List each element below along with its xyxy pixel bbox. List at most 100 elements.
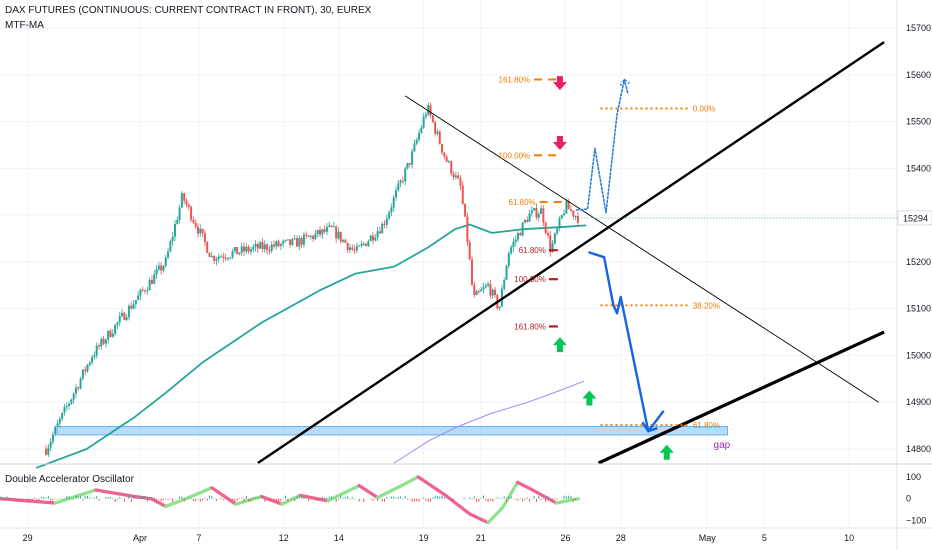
candle — [220, 254, 223, 258]
candle — [526, 216, 529, 224]
candle — [63, 403, 66, 416]
candle — [521, 221, 524, 237]
candle — [164, 254, 167, 268]
candle-body — [291, 239, 294, 245]
candle — [339, 231, 342, 244]
target-level-label: 61.80% — [693, 421, 720, 430]
candle — [86, 363, 89, 374]
fib-lower-label: 100.00% — [514, 275, 546, 284]
candle-body — [146, 290, 149, 292]
candle — [51, 431, 54, 445]
candle-body — [459, 178, 462, 186]
candle — [121, 309, 124, 318]
candle-body — [86, 364, 89, 372]
candle — [247, 244, 250, 254]
up-arrow-icon — [582, 390, 597, 406]
candle-body — [183, 193, 186, 201]
signal-arrows — [552, 76, 674, 460]
trendline-ascending-channel — [257, 41, 885, 464]
time-tick-label: 21 — [476, 533, 486, 543]
candle-body — [268, 249, 271, 251]
candle-body — [348, 247, 351, 251]
support-zone[interactable]: gap — [56, 426, 731, 451]
candle — [47, 444, 50, 458]
candle — [385, 214, 388, 229]
forecast-down-arrowhead — [641, 421, 658, 433]
candle-body — [381, 223, 384, 234]
candle — [323, 225, 326, 234]
candle — [208, 252, 211, 257]
candle-body — [466, 216, 469, 242]
candlesticks[interactable] — [45, 102, 579, 458]
candle — [452, 170, 455, 180]
candle-body — [321, 229, 324, 235]
candle-body — [81, 369, 84, 379]
fib-upper-label: 61.80% — [509, 198, 536, 207]
candle-body — [319, 229, 322, 235]
time-tick-label: Apr — [133, 533, 147, 543]
forecast-paths[interactable] — [575, 78, 665, 433]
candle-body — [217, 256, 220, 260]
candle — [231, 248, 234, 260]
candle-body — [160, 265, 163, 271]
candle — [243, 242, 246, 256]
candle — [93, 351, 96, 360]
candle — [109, 328, 112, 338]
candle-body — [475, 291, 478, 295]
up-arrow-icon — [659, 444, 674, 460]
candle-body — [494, 289, 497, 295]
candle — [494, 287, 497, 298]
candle-body — [272, 244, 275, 247]
candle — [371, 231, 374, 245]
candle — [418, 129, 421, 143]
candle — [498, 306, 501, 311]
candle — [268, 245, 271, 255]
candle — [431, 114, 434, 124]
candle-body — [441, 144, 444, 153]
candle — [406, 162, 409, 170]
candle — [353, 244, 356, 254]
candle-body — [58, 418, 61, 424]
candle-body — [201, 228, 204, 234]
candle — [420, 125, 423, 135]
candle — [277, 239, 280, 247]
candle — [441, 143, 444, 155]
candle-body — [413, 143, 416, 152]
price-tick-label: 14900 — [906, 397, 931, 407]
candle — [176, 216, 179, 225]
candle-body — [208, 252, 211, 257]
candle-body — [259, 242, 262, 249]
candle — [459, 175, 462, 190]
candle — [454, 171, 457, 180]
candle-body — [302, 234, 305, 245]
candle — [224, 253, 227, 261]
candle — [461, 181, 464, 206]
candle-body — [408, 162, 411, 165]
candle — [215, 257, 218, 266]
candle — [553, 232, 556, 245]
candle-body — [293, 238, 296, 240]
candle-body — [537, 213, 540, 218]
candle — [369, 234, 372, 242]
candle — [56, 419, 59, 427]
candle-body — [125, 317, 128, 321]
candle — [500, 284, 503, 308]
candle — [167, 248, 170, 260]
candle-body — [510, 247, 513, 254]
candle-body — [572, 210, 575, 217]
candle — [45, 444, 48, 456]
candle — [346, 242, 349, 253]
candle — [132, 300, 135, 310]
candle-body — [187, 204, 190, 207]
candle-body — [558, 218, 561, 229]
trendlines[interactable] — [257, 41, 885, 465]
candle-body — [468, 241, 471, 260]
candle — [111, 329, 114, 338]
candle-body — [461, 185, 464, 204]
oscillator-pane[interactable] — [0, 463, 932, 525]
candle-body — [507, 253, 510, 266]
candle — [381, 221, 384, 234]
candle-body — [312, 235, 315, 239]
candle — [572, 210, 575, 220]
